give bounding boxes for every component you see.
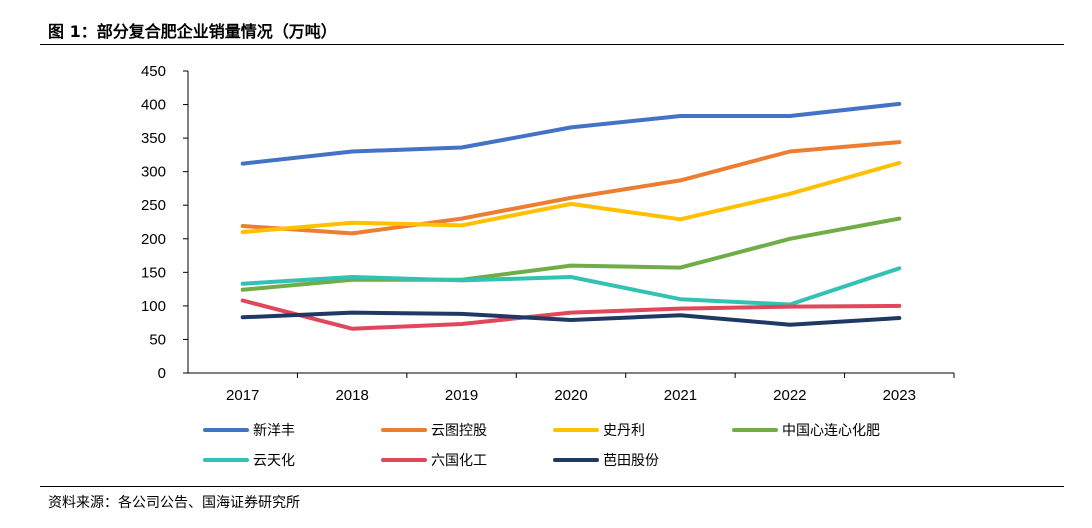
series-line-云天化 bbox=[240, 266, 902, 307]
x-tick-label: 2022 bbox=[773, 387, 806, 404]
y-tick-label: 50 bbox=[149, 331, 166, 348]
y-tick-label: 300 bbox=[141, 164, 166, 181]
series-line-新洋丰 bbox=[240, 101, 902, 166]
legend-label: 新洋丰 bbox=[253, 423, 295, 439]
y-tick-label: 150 bbox=[141, 264, 166, 281]
x-tick-label: 2021 bbox=[664, 387, 697, 404]
y-tick-label: 450 bbox=[141, 63, 166, 80]
chart-series bbox=[240, 101, 902, 331]
x-tick-label: 2020 bbox=[554, 387, 587, 404]
x-tick-label: 2023 bbox=[883, 387, 916, 404]
y-tick-label: 100 bbox=[141, 298, 166, 315]
chart-title: 图 1：部分复合肥企业销量情况（万吨） bbox=[48, 22, 337, 41]
series-line-芭田股份 bbox=[240, 310, 902, 327]
y-tick-label: 400 bbox=[141, 97, 166, 114]
series-line-六国化工 bbox=[240, 298, 902, 331]
legend-label: 云图控股 bbox=[431, 423, 487, 439]
series-line-史丹利 bbox=[240, 160, 902, 235]
x-tick-label: 2019 bbox=[445, 387, 478, 404]
legend-label: 六国化工 bbox=[431, 453, 487, 469]
y-tick-label: 250 bbox=[141, 197, 166, 214]
chart-axes: 0 50 100 150 200 250 300 350 400 450 2017 2018 2019 2… bbox=[141, 63, 955, 404]
y-tick-label: 200 bbox=[141, 231, 166, 248]
y-tick-label: 0 bbox=[158, 365, 166, 382]
bottom-divider bbox=[40, 486, 1064, 487]
legend-label: 史丹利 bbox=[603, 423, 645, 439]
series-line-云图控股 bbox=[240, 140, 902, 236]
x-tick-label: 2018 bbox=[335, 387, 368, 404]
legend-label: 芭田股份 bbox=[603, 452, 659, 469]
top-divider bbox=[40, 44, 1064, 45]
series-line-中国心连心化肥 bbox=[240, 216, 902, 292]
x-tick-label: 2017 bbox=[226, 387, 259, 404]
legend-label: 中国心连心化肥 bbox=[782, 423, 880, 439]
y-tick-label: 350 bbox=[141, 130, 166, 147]
source-note: 资料来源：各公司公告、国海证券研究所 bbox=[48, 495, 300, 511]
legend-label: 云天化 bbox=[253, 453, 295, 469]
